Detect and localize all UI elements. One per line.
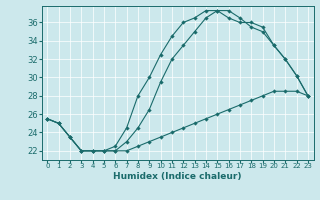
X-axis label: Humidex (Indice chaleur): Humidex (Indice chaleur) [113, 172, 242, 181]
